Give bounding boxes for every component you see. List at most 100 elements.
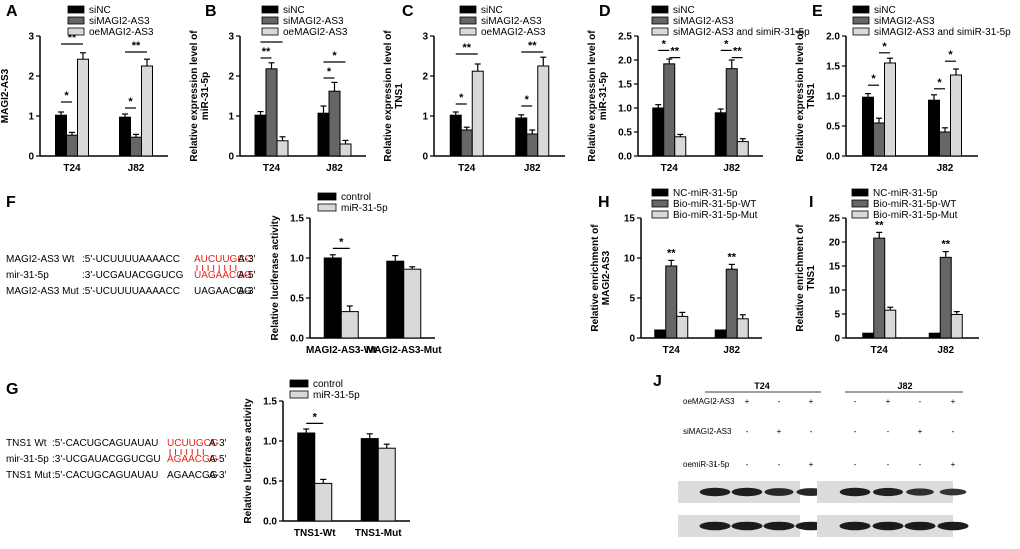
y-axis-label: miR-31-5p — [598, 72, 609, 120]
treatment-mark: - — [810, 427, 813, 436]
blot-band — [939, 488, 967, 496]
bar-t24-1 — [873, 122, 885, 157]
x-tick-label: T24 — [458, 163, 476, 174]
treatment-label: siMAGI2-AS3 — [683, 427, 732, 436]
bar-j82-0 — [515, 117, 528, 157]
sequence-prefix: :5'-CACUGCAGUAUAU — [52, 470, 158, 481]
bar-j82-2 — [950, 74, 962, 157]
bar-j82-2 — [736, 141, 749, 157]
blot-band — [731, 521, 763, 531]
legend-swatch — [459, 16, 477, 25]
bar-j82-1 — [526, 133, 539, 157]
bar-t24-2 — [676, 315, 689, 339]
legend-swatch — [852, 27, 870, 36]
sequence-prefix: :5'-UCUUUUAAAACC — [82, 254, 180, 265]
y-tick-label: 0.0 — [290, 334, 304, 345]
legend-swatch — [651, 210, 669, 219]
sequence-label: TNS1 Mut — [6, 470, 51, 481]
treatment-label: oeMAGI2-AS3 — [683, 397, 735, 406]
y-tick-label: 0.0 — [618, 152, 632, 163]
legend-entry: Bio-miR-31-5p-Mut — [873, 210, 958, 221]
blot-band — [872, 487, 904, 497]
significance-marker: ** — [68, 32, 77, 44]
treatment-mark: - — [887, 460, 890, 469]
y-tick-label: 0.5 — [290, 294, 304, 305]
significance-marker: ** — [262, 46, 271, 58]
bar-j82-0 — [119, 116, 131, 157]
binding-site: AUCUUGCC — [194, 254, 252, 265]
y-axis-label: miR-31-5p — [200, 72, 211, 120]
y-tick-label: 2.0 — [826, 32, 840, 43]
legend-entry: miR-31-5p — [341, 203, 388, 214]
bar-j82-0 — [714, 112, 727, 157]
panel-label: F — [6, 194, 16, 211]
x-tick-label: T24 — [870, 163, 888, 174]
bar-t24-0 — [652, 107, 665, 157]
sequence-prefix: :3'-UCGAUACGGUCG — [82, 270, 184, 281]
treatment-mark: - — [778, 460, 781, 469]
significance-marker: ** — [941, 239, 950, 251]
binding-site: UAGAACGG — [194, 286, 252, 297]
legend-swatch — [651, 199, 669, 208]
treatment-mark: + — [886, 397, 891, 406]
bar-j82-0 — [714, 329, 727, 339]
significance-marker: ** — [667, 247, 676, 259]
y-tick-label: 0.5 — [826, 122, 840, 133]
legend-swatch — [261, 27, 279, 36]
significance-marker: * — [937, 77, 942, 89]
sequence-label: mir-31-5p — [6, 454, 49, 465]
treatment-mark: - — [714, 460, 717, 469]
blot-band — [763, 521, 795, 531]
bar-j82-1 — [328, 90, 341, 157]
treatment-mark: - — [714, 427, 717, 436]
significance-marker: ** — [528, 40, 537, 52]
bar-t24-0 — [254, 114, 267, 157]
bar-t24-0 — [55, 114, 67, 157]
treatment-mark: + — [745, 397, 750, 406]
x-tick-label: J82 — [723, 345, 740, 356]
y-tick-label: 3 — [228, 32, 234, 43]
bar-magi2-as3-mut-0 — [386, 260, 405, 339]
bar-magi2-as3-mut-1 — [403, 268, 422, 339]
y-tick-label: 5 — [629, 294, 635, 305]
legend-swatch — [651, 27, 669, 36]
y-tick-label: 0 — [228, 152, 234, 163]
y-tick-label: 2.0 — [618, 56, 632, 67]
significance-marker: * — [332, 50, 337, 62]
legend-entry: siMAGI2-AS3 — [89, 16, 150, 27]
legend-entry: oeMAGI2-AS3 — [283, 27, 348, 38]
panel-label: C — [402, 3, 414, 20]
significance-marker: * — [871, 73, 876, 85]
legend-swatch — [261, 16, 279, 25]
treatment-mark: - — [854, 397, 857, 406]
panel-label: B — [205, 3, 217, 20]
bar-t24-0 — [862, 96, 874, 157]
y-axis-label: Relative luciferase activity — [270, 215, 281, 341]
legend-entry: Bio-miR-31-5p-WT — [873, 199, 956, 210]
legend-entry: siNC — [283, 5, 305, 16]
legend-entry: NC-miR-31-5p — [873, 188, 938, 199]
legend-entry: siNC — [874, 5, 896, 16]
legend-swatch — [852, 16, 870, 25]
bar-magi2-as3-wt-1 — [340, 311, 359, 339]
y-axis-label: Relative enrichment of — [795, 224, 806, 332]
treatment-mark: - — [919, 460, 922, 469]
legend-entry: siMAGI2-AS3 and simiR-31-5p — [874, 27, 1011, 38]
y-tick-label: 1.5 — [290, 214, 304, 225]
sequence-suffix: A-3' — [209, 438, 227, 449]
bar-j82-1 — [725, 268, 738, 339]
sequence-label: mir-31-5p — [6, 270, 49, 281]
y-axis-label: TNS1 — [806, 83, 817, 109]
treatment-mark: + — [951, 397, 956, 406]
sequence-prefix: :3'-UCGAUACGGUCGU — [52, 454, 161, 465]
y-axis-label: MAGI2-AS3 — [0, 68, 11, 123]
x-tick-label: J82 — [326, 163, 343, 174]
bar-t24-1 — [873, 237, 886, 339]
y-tick-label: 1 — [422, 112, 428, 123]
legend-entry: siMAGI2-AS3 and simiR-31-5p — [673, 27, 810, 38]
y-tick-label: 1.0 — [263, 437, 277, 448]
bar-t24-0 — [862, 332, 875, 339]
blot-band — [699, 487, 731, 497]
y-tick-label: 1 — [28, 112, 34, 123]
panel-label: I — [809, 194, 813, 211]
